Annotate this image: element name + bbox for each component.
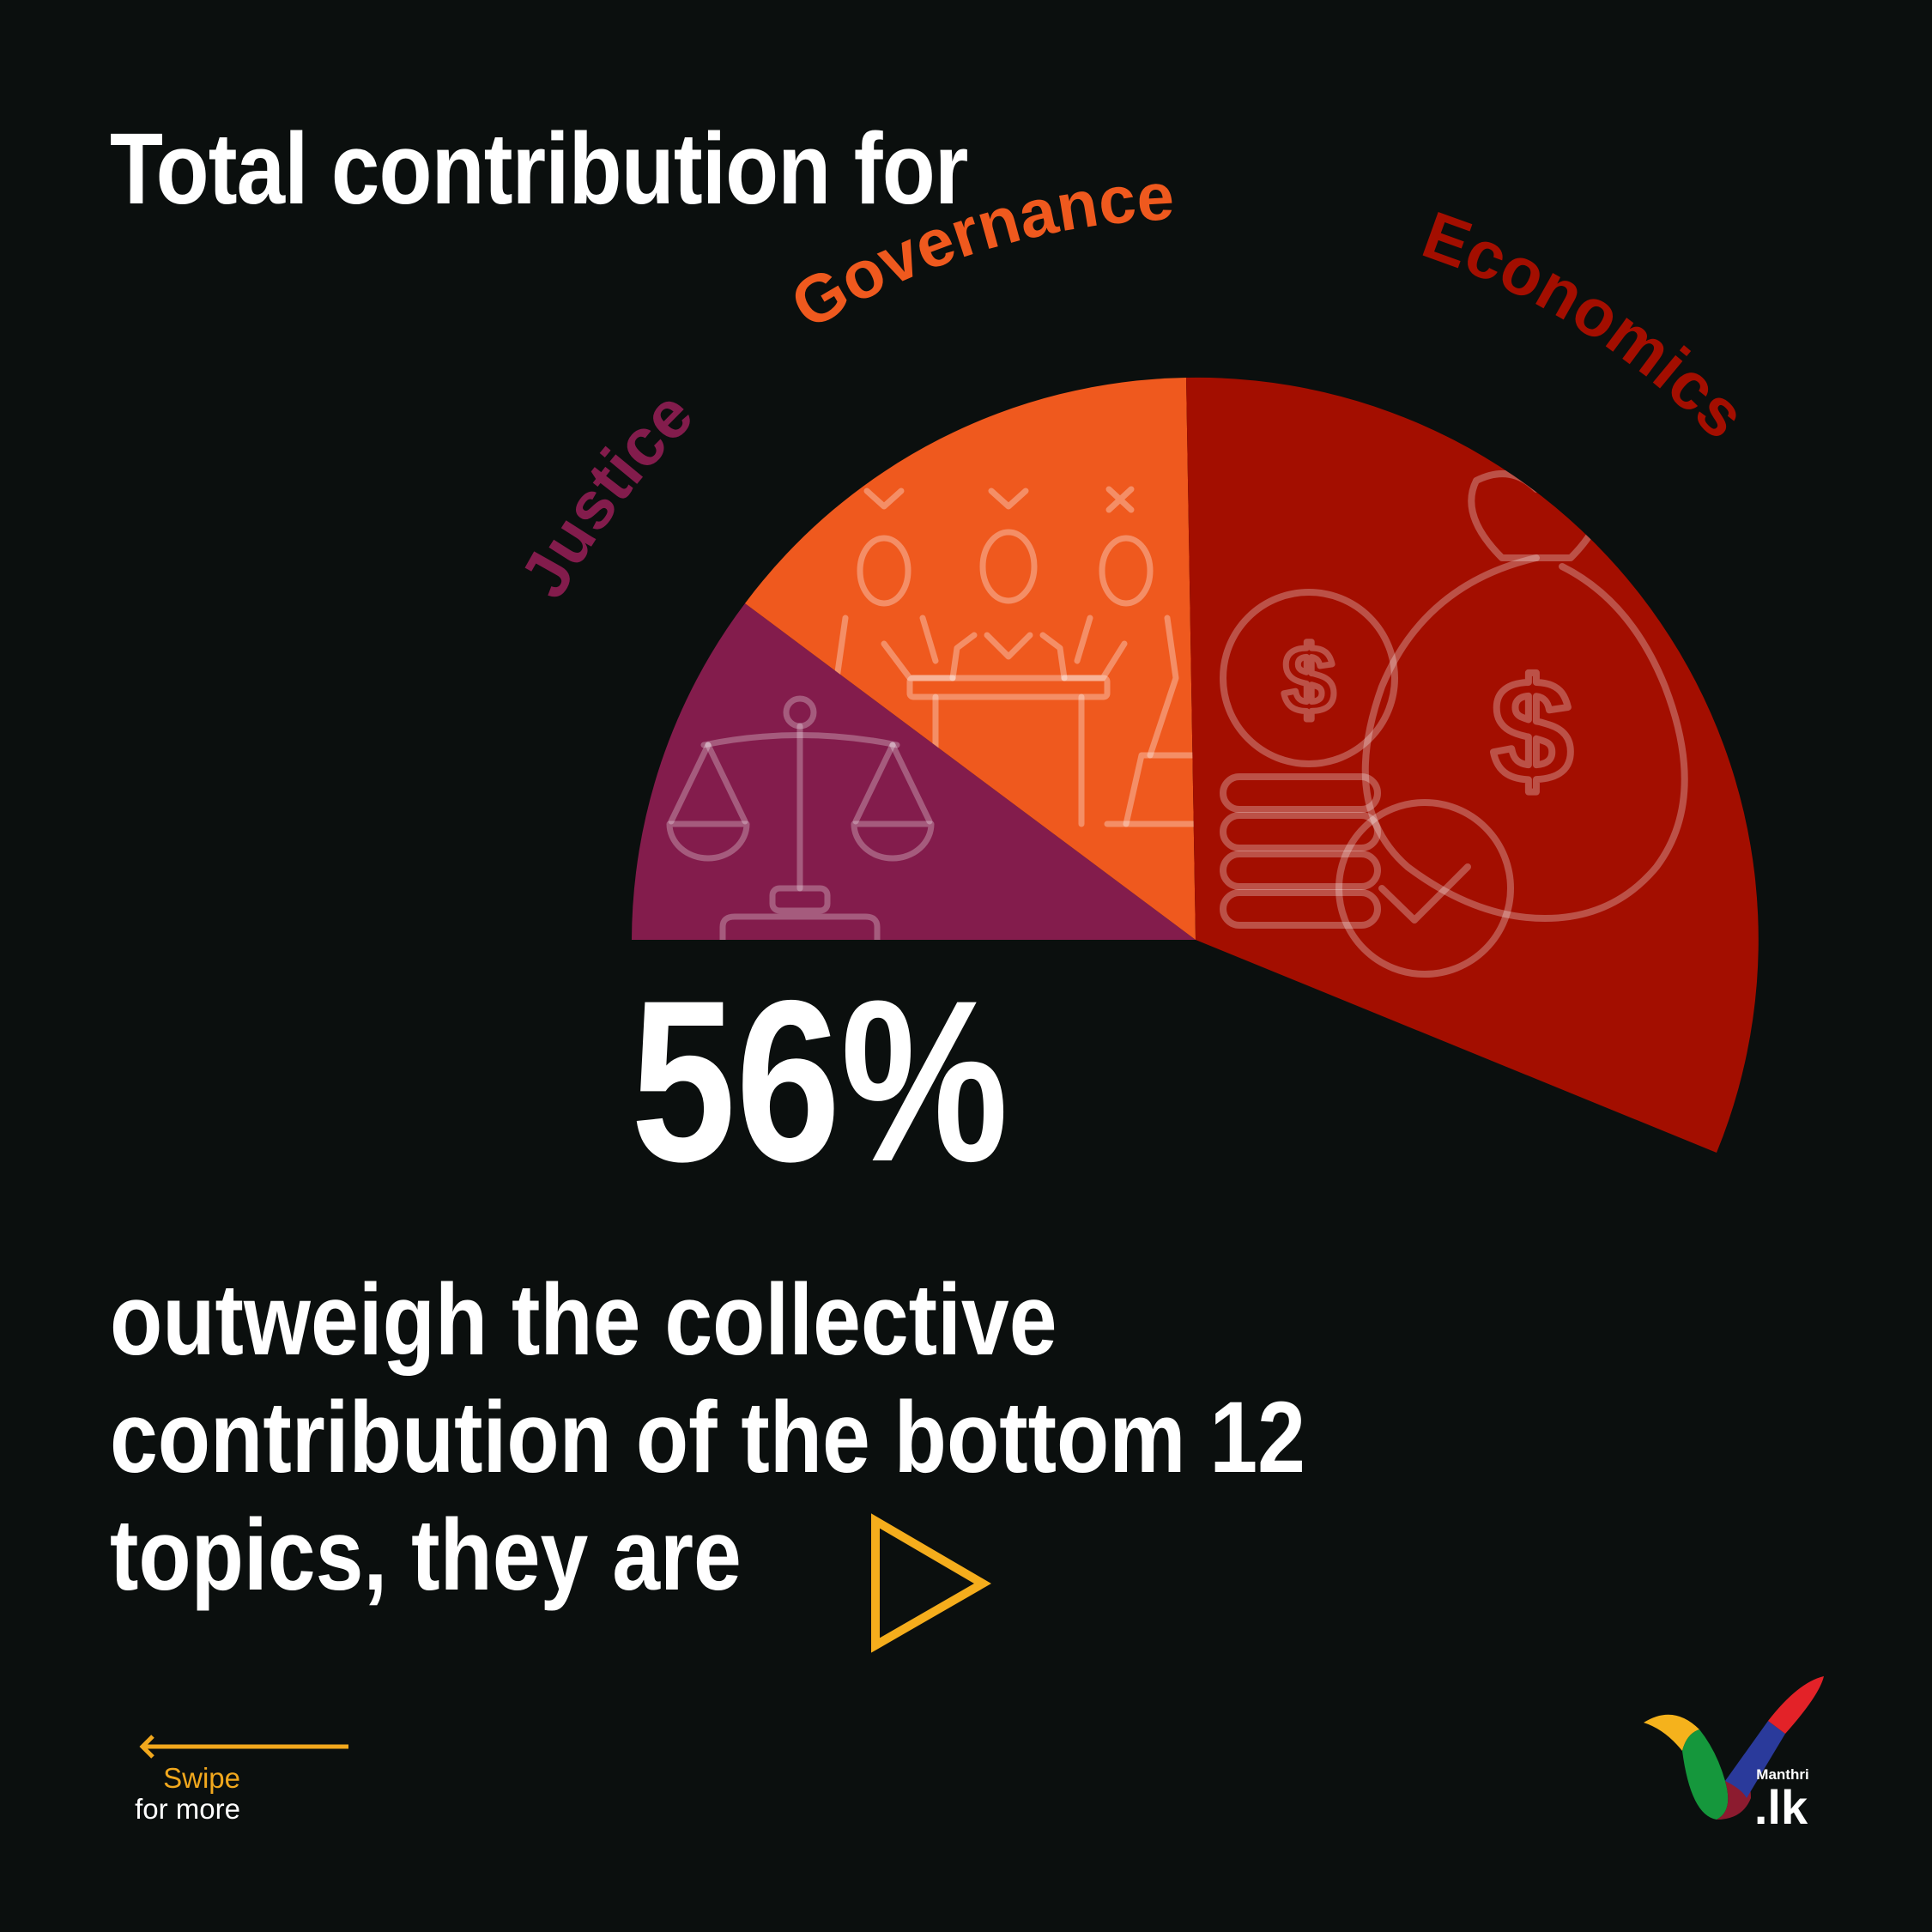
scales-of-justice-icon (666, 695, 935, 940)
logo-check-blue (1725, 1721, 1785, 1798)
slice-justice (632, 603, 1196, 940)
subtitle-line: contribution of the bottom 12 (110, 1381, 1305, 1494)
svg-text:$: $ (1492, 650, 1573, 813)
subtitle-line: topics, they are (110, 1499, 742, 1612)
subtitle-line: outweigh the collective (110, 1263, 1057, 1377)
logo-domain: .lk (1754, 1780, 1808, 1832)
highlight-percentage: 56% (631, 952, 1008, 1209)
meeting-people-icon (833, 486, 1196, 827)
subtitle-text: outweigh the collective contribution of … (110, 1262, 1496, 1614)
play-triangle-icon (871, 1513, 991, 1653)
swipe-label: Swipe (163, 1762, 240, 1794)
arrow-left-icon (139, 1735, 348, 1759)
manthri-logo: Manthri .lk (1644, 1676, 1824, 1832)
logo-check-green (1682, 1729, 1729, 1820)
label-justice: Justice (506, 376, 707, 609)
logo-name: Manthri (1756, 1766, 1808, 1783)
svg-text:$: $ (1282, 627, 1335, 733)
swipe-sublabel: for more (135, 1793, 240, 1825)
logo-check-red (1768, 1676, 1824, 1734)
slice-governance (745, 378, 1196, 940)
page-title: Total contribution for (110, 112, 968, 226)
logo-check-yellow (1644, 1714, 1699, 1751)
slice-economics (1186, 377, 1759, 1153)
label-economics: Economics (1414, 197, 1761, 453)
